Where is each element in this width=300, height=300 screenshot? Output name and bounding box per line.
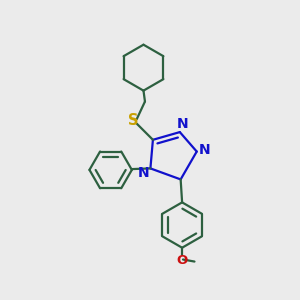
Text: S: S bbox=[128, 113, 138, 128]
Text: N: N bbox=[177, 117, 188, 131]
Text: N: N bbox=[199, 143, 211, 157]
Text: N: N bbox=[137, 166, 149, 179]
Text: O: O bbox=[176, 254, 188, 267]
